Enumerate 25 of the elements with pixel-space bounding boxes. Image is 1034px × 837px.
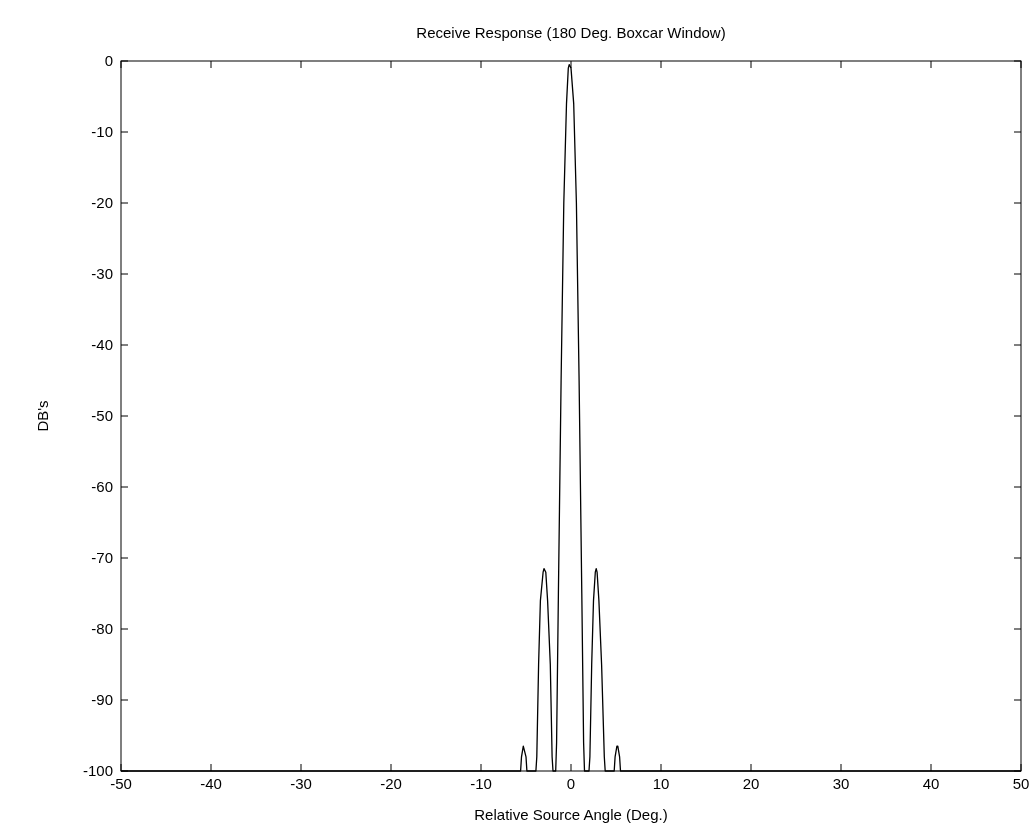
y-tick-label: -70 xyxy=(91,549,113,566)
x-tick-label: -40 xyxy=(200,775,222,792)
x-axis-title: Relative Source Angle (Deg.) xyxy=(474,806,668,823)
x-tick-label: 40 xyxy=(922,775,940,792)
x-tick-label: 0 xyxy=(566,775,576,792)
y-tick-label: -50 xyxy=(91,407,113,424)
y-tick-label: -100 xyxy=(82,762,113,779)
y-tick-label: -10 xyxy=(91,123,113,140)
chart-title: Receive Response (180 Deg. Boxcar Window) xyxy=(416,24,726,41)
y-tick-label: -20 xyxy=(91,194,113,211)
x-tick-label: -30 xyxy=(290,775,312,792)
x-tick-label: -50 xyxy=(110,775,132,792)
y-tick-label: -90 xyxy=(91,691,113,708)
y-tick-label: -60 xyxy=(91,478,113,495)
x-tick-label: 50 xyxy=(1012,775,1030,792)
y-tick-label: -80 xyxy=(91,620,113,637)
x-tick-label: 30 xyxy=(832,775,850,792)
x-tick-label: 20 xyxy=(742,775,760,792)
y-tick-label: -30 xyxy=(91,265,113,282)
y-tick-label: -40 xyxy=(91,336,113,353)
x-tick-label: 10 xyxy=(652,775,670,792)
y-axis-title: DB's xyxy=(34,400,51,432)
y-tick-label: 0 xyxy=(104,52,113,69)
x-tick-label: -10 xyxy=(470,775,492,792)
x-tick-label: -20 xyxy=(380,775,402,792)
